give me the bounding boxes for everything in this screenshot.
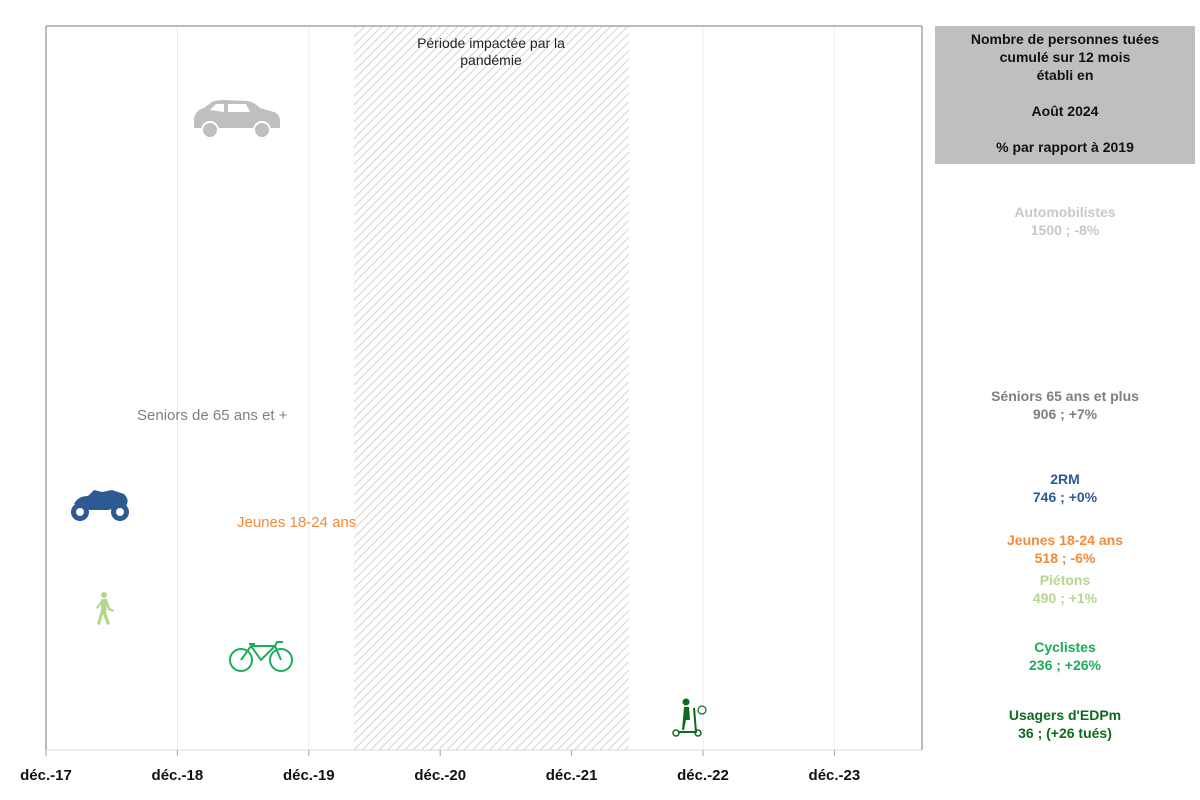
header-line2: cumulé sur 12 mois — [999, 49, 1131, 65]
axes — [45, 25, 923, 751]
entry-name: Jeunes 18-24 ans — [1007, 532, 1123, 548]
x-tick-label: déc.-23 — [809, 767, 861, 784]
car-icon — [194, 100, 280, 139]
header-line3: établi en — [1036, 67, 1094, 83]
side-entry-jeunes: Jeunes 18-24 ans 518 ; -6% — [935, 531, 1195, 567]
side-entry-2rm: 2RM 746 ; +0% — [935, 470, 1195, 506]
entry-name: Piétons — [1039, 572, 1091, 588]
scooter-icon — [672, 698, 707, 737]
entry-value: 906 ; +7% — [1032, 406, 1098, 422]
x-tick-label: déc.-18 — [152, 767, 204, 784]
entry-name: Usagers d'EDPm — [1008, 707, 1122, 723]
x-tick-label: déc.-17 — [20, 767, 72, 784]
header-line1: Nombre de personnes tuées — [970, 31, 1160, 47]
x-tick-label: déc.-22 — [677, 767, 729, 784]
x-tick-label: déc.-20 — [414, 767, 466, 784]
pedestrian-icon — [96, 592, 114, 625]
x-tick-label: déc.-21 — [546, 767, 598, 784]
entry-value: 36 ; (+26 tués) — [1018, 725, 1112, 741]
bicycle-icon — [229, 641, 293, 672]
x-tick-label: déc.-19 — [283, 767, 335, 784]
header-period: Août 2024 — [1031, 103, 1099, 119]
entry-value: 236 ; +26% — [1029, 657, 1101, 673]
entry-name: Automobilistes — [1014, 204, 1116, 220]
annotation-jeunes: Jeunes 18-24 ans — [237, 514, 356, 531]
side-panel-header: Nombre de personnes tuées cumulé sur 12 … — [935, 26, 1195, 164]
entry-value: 746 ; +0% — [1032, 489, 1098, 505]
entry-value: 1500 ; -8% — [1030, 222, 1100, 238]
header-comparison: % par rapport à 2019 — [996, 139, 1134, 155]
side-entry-automobilistes: Automobilistes 1500 ; -8% — [935, 203, 1195, 239]
side-entry-seniors: Séniors 65 ans et plus 906 ; +7% — [935, 387, 1195, 423]
side-entry-pietons: Piétons 490 ; +1% — [935, 571, 1195, 607]
annotation-seniors: Seniors de 65 ans et + — [137, 407, 288, 424]
entry-name: 2RM — [1050, 471, 1080, 487]
entry-name: Cyclistes — [1034, 639, 1096, 655]
entry-name: Séniors 65 ans et plus — [991, 388, 1139, 404]
entry-value: 518 ; -6% — [1034, 550, 1096, 566]
entry-value: 490 ; +1% — [1032, 590, 1098, 606]
pandemic-label-line1: Période impactée par la — [417, 35, 565, 51]
pandemic-period-band — [354, 26, 629, 750]
side-entry-edpm: Usagers d'EDPm 36 ; (+26 tués) — [935, 706, 1195, 742]
side-entry-cyclistes: Cyclistes 236 ; +26% — [935, 638, 1195, 674]
motorcycle-icon — [71, 490, 129, 521]
pandemic-label-line2: pandémie — [460, 52, 522, 68]
line-chart: Période impactée par la pandémie 1767162… — [20, 25, 923, 784]
